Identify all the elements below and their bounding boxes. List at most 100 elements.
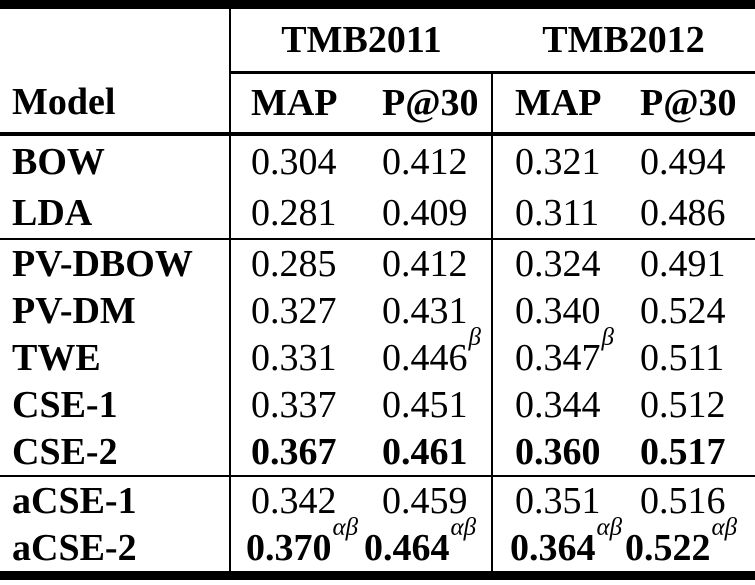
value-text: 0.311 (515, 191, 600, 234)
column-header-map-tmb2012: MAP (492, 72, 625, 136)
model-cell: CSE-1 (0, 381, 231, 428)
value-cell: 0.304 (230, 134, 360, 187)
table-group-header-row: TMB2011 TMB2012 (0, 4, 755, 74)
value-cell: 0.327 (230, 287, 360, 334)
model-cell: BOW (0, 134, 231, 187)
table-row-bow: BOW 0.304 0.412 0.321 0.494 (0, 134, 755, 187)
model-cell: CSE-2 (0, 428, 231, 477)
value-text: 0.511 (640, 336, 725, 379)
superscript (726, 371, 727, 398)
value-text: 0.486 (640, 191, 726, 234)
value-text: 0.412 (382, 140, 468, 183)
value-cell: 0.516 (625, 476, 755, 524)
corner-cell (0, 4, 231, 73)
value-text: 0.517 (640, 430, 726, 473)
value-text: 0.340 (515, 289, 601, 332)
table-row-twe: TWE 0.331 0.446β 0.347β 0.511 (0, 325, 755, 381)
value-text: 0.461 (382, 430, 468, 473)
model-cell: aCSE-1 (0, 476, 231, 524)
table-row-pv-dbow: PV-DBOW 0.285 0.412 0.324 0.491 (0, 239, 755, 287)
value-text: 0.409 (382, 191, 468, 234)
superscript (468, 230, 469, 257)
value-cell: 0.321 (492, 134, 625, 187)
superscript (599, 179, 600, 206)
superscript: αβ (596, 513, 623, 541)
value-cell: 0.281 (230, 187, 360, 240)
value-cell: 0.451 (360, 381, 493, 428)
value-cell: 0.517 (625, 428, 755, 477)
value-cell: 0.491 (625, 239, 755, 287)
value-cell: 0.340 (492, 287, 625, 334)
value-cell: 0.464αβ (360, 515, 493, 576)
value-cell: 0.324 (492, 239, 625, 287)
value-cell: 0.409 (360, 187, 493, 240)
value-cell: 0.360 (492, 428, 625, 477)
superscript (601, 230, 602, 257)
value-cell: 0.511 (625, 334, 755, 381)
value-cell: 0.446β (360, 325, 493, 381)
value-text: 0.285 (251, 242, 337, 285)
value-text: 0.367 (251, 430, 337, 473)
value-cell: 0.311 (492, 187, 625, 240)
value-text: 0.491 (640, 242, 726, 285)
value-cell: 0.412 (360, 239, 493, 287)
superscript: αβ (332, 513, 359, 541)
value-cell: 0.412 (360, 134, 493, 187)
value-text: 0.516 (640, 479, 726, 522)
superscript (337, 418, 338, 445)
value-text: 0.459 (382, 479, 468, 522)
table-row-acse-2: aCSE-2 0.370αβ 0.464αβ 0.364αβ 0.522αβ (0, 515, 755, 576)
value-text: 0.512 (640, 383, 726, 426)
superscript: αβ (450, 513, 477, 541)
table-row-cse-1: CSE-1 0.337 0.451 0.344 0.512 (0, 381, 755, 428)
value-cell: 0.364αβ (492, 515, 625, 576)
superscript (468, 128, 469, 155)
value-cell: 0.367 (230, 428, 360, 477)
superscript (726, 179, 727, 206)
value-text: 0.327 (251, 289, 337, 332)
value-text: 0.464 (364, 526, 450, 569)
value-cell: 0.522αβ (625, 515, 755, 576)
model-cell: PV-DM (0, 287, 231, 334)
superscript (337, 277, 338, 304)
model-cell: LDA (0, 187, 231, 240)
table-row-pv-dm: PV-DM 0.327 0.431 0.340 0.524 (0, 287, 755, 334)
value-text: 0.347 (515, 336, 601, 379)
column-header-model: Model (0, 72, 231, 136)
value-text: 0.304 (251, 140, 337, 183)
superscript: β (601, 323, 614, 351)
superscript (601, 418, 602, 445)
superscript (337, 371, 338, 398)
value-cell: 0.512 (625, 381, 755, 428)
table-row-lda: LDA 0.281 0.409 0.311 0.486 (0, 187, 755, 240)
value-cell: 0.494 (625, 134, 755, 187)
superscript (337, 179, 338, 206)
value-cell: 0.344 (492, 381, 625, 428)
superscript (337, 324, 338, 351)
value-cell: 0.347β (492, 325, 625, 381)
value-text: 0.364 (510, 526, 596, 569)
value-cell: 0.351 (492, 476, 625, 524)
group-header-tmb2012: TMB2012 (492, 4, 755, 74)
column-header-map-tmb2011: MAP (230, 72, 360, 136)
value-text: 0.431 (382, 289, 468, 332)
superscript (726, 467, 727, 494)
table-row-cse-2: CSE-2 0.367 0.461 0.360 0.517 (0, 428, 755, 477)
superscript (337, 467, 338, 494)
value-cell: 0.337 (230, 381, 360, 428)
value-cell: 0.524 (625, 287, 755, 334)
superscript (468, 418, 469, 445)
superscript (468, 277, 469, 304)
value-text: 0.321 (515, 140, 601, 183)
model-cell: TWE (0, 334, 231, 381)
superscript (726, 128, 727, 155)
value-cell: 0.461 (360, 428, 493, 477)
value-text: 0.337 (251, 383, 337, 426)
superscript: αβ (711, 513, 738, 541)
value-cell: 0.285 (230, 239, 360, 287)
value-text: 0.360 (515, 430, 601, 473)
value-text: 0.351 (515, 479, 601, 522)
superscript (468, 179, 469, 206)
